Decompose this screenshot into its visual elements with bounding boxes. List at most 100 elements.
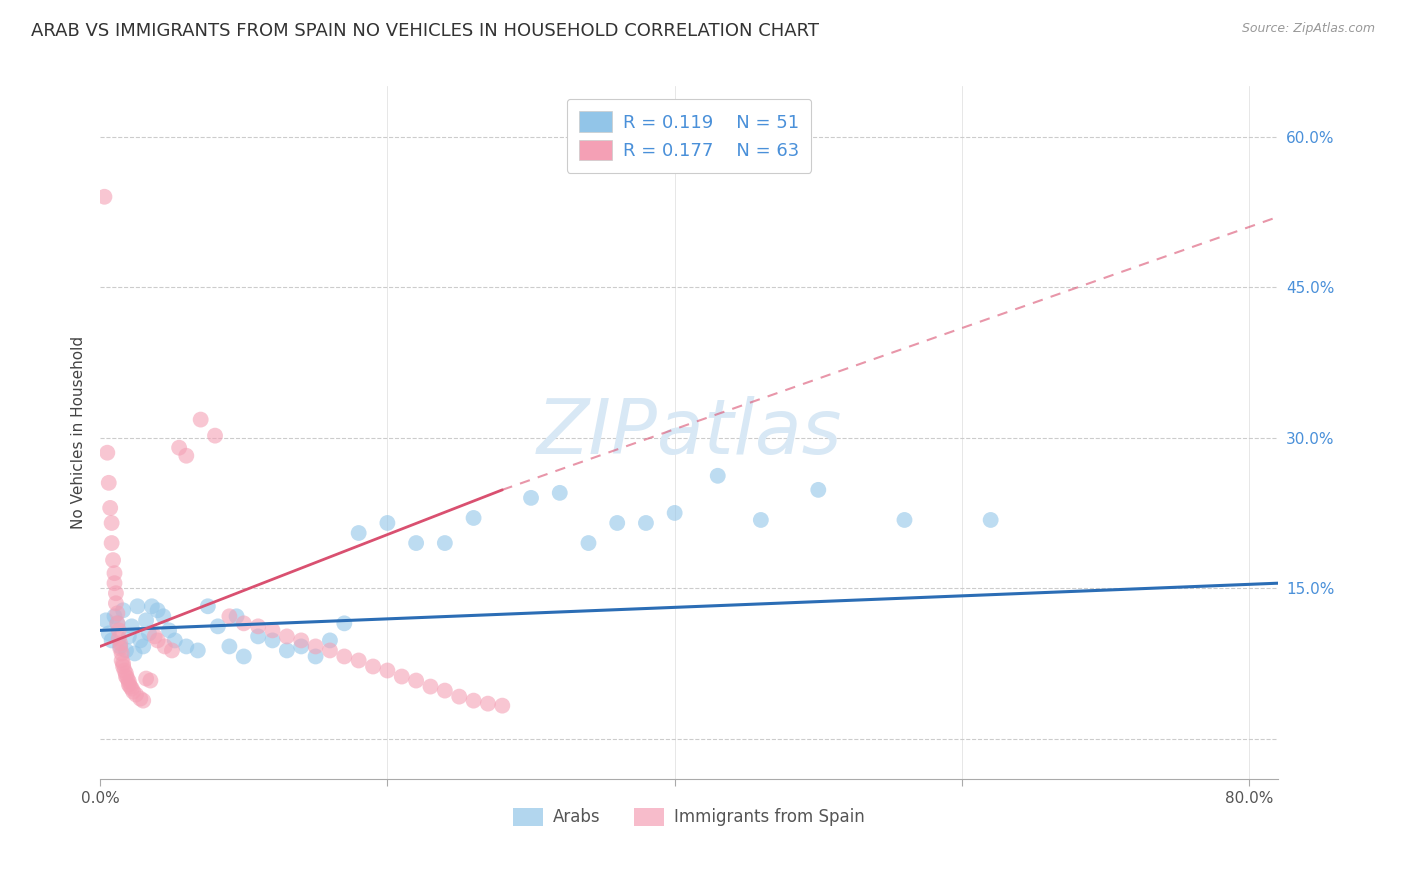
Point xyxy=(153,640,176,654)
Point xyxy=(122,684,145,698)
Point xyxy=(477,697,499,711)
Point xyxy=(520,491,543,505)
Point xyxy=(160,643,183,657)
Y-axis label: No Vehicles in Household: No Vehicles in Household xyxy=(72,336,86,529)
Point xyxy=(893,513,915,527)
Point xyxy=(117,672,139,686)
Point xyxy=(262,633,284,648)
Point xyxy=(129,691,152,706)
Point xyxy=(110,636,132,650)
Point xyxy=(98,500,121,515)
Point xyxy=(110,641,132,656)
Point xyxy=(100,633,122,648)
Point xyxy=(319,643,342,657)
Point xyxy=(333,616,356,631)
Point xyxy=(121,619,143,633)
Point xyxy=(111,653,134,667)
Point xyxy=(97,475,120,490)
Point xyxy=(391,669,413,683)
Point xyxy=(97,626,120,640)
Point xyxy=(304,649,326,664)
Point xyxy=(290,640,312,654)
Point xyxy=(146,603,169,617)
Point xyxy=(749,513,772,527)
Point xyxy=(449,690,471,704)
Point xyxy=(112,657,135,671)
Point xyxy=(187,643,209,657)
Point xyxy=(634,516,657,530)
Text: Source: ZipAtlas.com: Source: ZipAtlas.com xyxy=(1241,22,1375,36)
Point xyxy=(143,629,166,643)
Point xyxy=(377,516,399,530)
Point xyxy=(347,526,370,541)
Point xyxy=(118,629,141,643)
Text: ZIPatlas: ZIPatlas xyxy=(536,396,842,470)
Legend: Arabs, Immigrants from Spain: Arabs, Immigrants from Spain xyxy=(506,801,872,833)
Point xyxy=(463,511,485,525)
Point xyxy=(319,633,342,648)
Point xyxy=(578,536,600,550)
Point xyxy=(107,624,129,638)
Point xyxy=(118,674,141,689)
Point xyxy=(101,553,124,567)
Point xyxy=(112,603,135,617)
Point xyxy=(664,506,686,520)
Point xyxy=(807,483,830,497)
Point xyxy=(207,619,229,633)
Point xyxy=(204,428,226,442)
Point xyxy=(138,626,160,640)
Point xyxy=(110,640,132,654)
Point xyxy=(121,681,143,696)
Point xyxy=(125,688,148,702)
Point xyxy=(96,446,118,460)
Point xyxy=(276,629,298,643)
Point xyxy=(419,680,441,694)
Point xyxy=(980,513,1002,527)
Point xyxy=(127,599,149,614)
Point xyxy=(103,576,125,591)
Point xyxy=(225,609,247,624)
Point xyxy=(118,677,141,691)
Text: ARAB VS IMMIGRANTS FROM SPAIN NO VEHICLES IN HOUSEHOLD CORRELATION CHART: ARAB VS IMMIGRANTS FROM SPAIN NO VEHICLE… xyxy=(31,22,818,40)
Point xyxy=(105,607,128,621)
Point xyxy=(163,633,186,648)
Point xyxy=(247,619,270,633)
Point xyxy=(463,693,485,707)
Point xyxy=(132,693,155,707)
Point xyxy=(433,683,456,698)
Point xyxy=(124,647,146,661)
Point xyxy=(141,599,163,614)
Point xyxy=(104,586,127,600)
Point xyxy=(491,698,513,713)
Point xyxy=(176,449,198,463)
Point xyxy=(405,673,427,688)
Point xyxy=(606,516,628,530)
Point xyxy=(112,659,135,673)
Point xyxy=(290,633,312,648)
Point xyxy=(333,649,356,664)
Point xyxy=(105,616,128,631)
Point xyxy=(405,536,427,550)
Point xyxy=(262,624,284,638)
Point xyxy=(157,624,180,638)
Point xyxy=(104,596,127,610)
Point xyxy=(152,609,174,624)
Point xyxy=(114,664,136,678)
Point xyxy=(132,640,155,654)
Point xyxy=(100,536,122,550)
Point xyxy=(218,640,240,654)
Point xyxy=(190,412,212,426)
Point xyxy=(93,190,115,204)
Point xyxy=(115,643,138,657)
Point xyxy=(103,566,125,581)
Point xyxy=(218,609,240,624)
Point xyxy=(120,680,142,694)
Point xyxy=(107,632,129,646)
Point xyxy=(361,659,384,673)
Point xyxy=(167,441,190,455)
Point xyxy=(146,633,169,648)
Point xyxy=(135,613,157,627)
Point xyxy=(276,643,298,657)
Point xyxy=(377,664,399,678)
Point xyxy=(176,640,198,654)
